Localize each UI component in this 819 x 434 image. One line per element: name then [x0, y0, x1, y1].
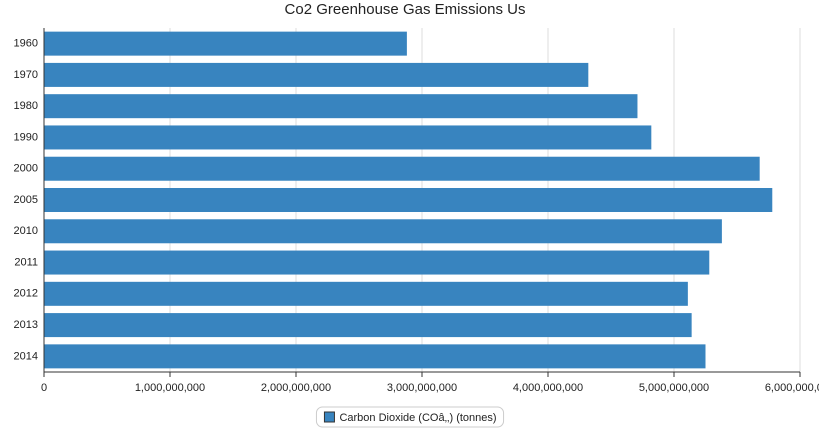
x-tick-label: 3,000,000,000	[387, 382, 457, 394]
legend: Carbon Dioxide (COâ‚‚) (tonnes)	[315, 406, 505, 428]
x-tick-label: 6,000,000,000	[765, 382, 819, 394]
x-tick-label: 4,000,000,000	[513, 382, 583, 394]
legend-swatch	[323, 411, 335, 423]
y-tick-label: 2013	[14, 319, 38, 331]
chart-title: Co2 Greenhouse Gas Emissions Us	[285, 1, 526, 18]
y-tick-label: 2014	[14, 350, 38, 362]
bar	[44, 31, 407, 56]
y-tick-label: 2000	[14, 163, 38, 175]
y-tick-label: 2005	[14, 194, 38, 206]
x-tick-label: 0	[41, 382, 47, 394]
y-tick-label: 2011	[14, 256, 38, 268]
bar	[44, 313, 692, 338]
x-tick-label: 1,000,000,000	[135, 382, 205, 394]
y-tick-label: 2010	[14, 225, 38, 237]
y-tick-label: 2012	[14, 288, 38, 300]
bar	[44, 156, 760, 181]
y-tick-label: 1970	[14, 69, 38, 81]
y-tick-label: 1960	[14, 38, 38, 50]
bar	[44, 281, 688, 306]
legend-label: Carbon Dioxide (COâ‚‚) (tonnes)	[339, 412, 496, 424]
legend-frame	[315, 406, 505, 428]
bar	[44, 188, 773, 212]
bar	[44, 62, 589, 87]
bar	[44, 344, 706, 369]
bar	[44, 125, 652, 150]
y-tick-label: 1990	[14, 131, 38, 143]
x-tick-label: 5,000,000,000	[639, 382, 709, 394]
bar	[44, 219, 722, 244]
y-tick-label: 1980	[14, 100, 38, 112]
bar	[44, 94, 638, 119]
x-tick-label: 2,000,000,000	[261, 382, 331, 394]
bar	[44, 250, 710, 275]
